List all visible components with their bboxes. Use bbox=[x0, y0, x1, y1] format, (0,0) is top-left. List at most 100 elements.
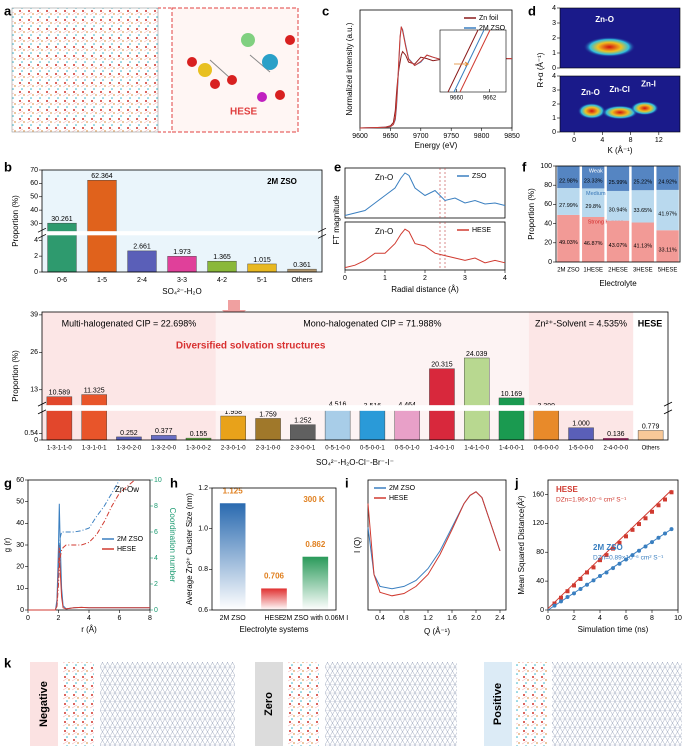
series-line bbox=[28, 503, 150, 611]
value-label: 22.98% bbox=[559, 178, 578, 184]
map-label: Zn-Cl bbox=[609, 85, 629, 94]
x-tick-label: 0-6-0-0-0 bbox=[534, 446, 559, 452]
point bbox=[604, 553, 609, 558]
point bbox=[611, 566, 615, 571]
x-tick-label: 8 bbox=[629, 137, 633, 144]
bar bbox=[127, 250, 157, 273]
label-band bbox=[484, 662, 512, 746]
y-tick-label: 70 bbox=[30, 167, 38, 174]
point bbox=[630, 527, 635, 532]
point bbox=[624, 534, 628, 539]
bar bbox=[637, 430, 664, 441]
point bbox=[630, 553, 635, 558]
panel-label: f bbox=[522, 159, 527, 174]
inset-line bbox=[453, 29, 485, 93]
value-label: 10.589 bbox=[49, 390, 71, 397]
x-tick-label: 3-3 bbox=[177, 277, 187, 284]
value-label: 46.87% bbox=[584, 241, 603, 247]
x-tick-label: 3HESE bbox=[633, 268, 653, 274]
label-band bbox=[255, 662, 283, 746]
bar-segment bbox=[582, 166, 605, 189]
x-tick-label: 0 bbox=[343, 275, 347, 282]
point bbox=[552, 603, 557, 608]
plot-frame bbox=[211, 487, 337, 611]
y-tick-label: 0 bbox=[34, 269, 38, 276]
value-label: 0.136 bbox=[607, 431, 625, 438]
bar bbox=[116, 436, 142, 441]
x-tick-label: 2-4-0-0-0 bbox=[603, 446, 628, 452]
x-tick-label: 9850 bbox=[504, 133, 520, 140]
bar-segment bbox=[631, 222, 654, 262]
point bbox=[650, 509, 654, 514]
x-tick-label: 9700 bbox=[413, 133, 429, 140]
x-tick-label: 2.0 bbox=[471, 615, 481, 622]
x-tick-label: 9600 bbox=[352, 133, 368, 140]
x-tick-label: 5HESE bbox=[658, 268, 678, 274]
plot-frame bbox=[41, 169, 323, 273]
point bbox=[604, 570, 609, 575]
y2-axis-label: Coordination number bbox=[168, 508, 177, 583]
y-tick-label: 160 bbox=[532, 491, 544, 498]
x-tick-label: 2 bbox=[57, 615, 61, 622]
value-label: 1.252 bbox=[294, 418, 312, 425]
y-tick-label: 0.54 bbox=[24, 430, 38, 437]
series-note: DZn=1.96×10⁻⁶ cm² S⁻¹ bbox=[556, 497, 627, 504]
legend-label: 2M ZSO bbox=[117, 536, 144, 543]
bar bbox=[290, 424, 316, 441]
annotation: Zn²⁺-Solvent = 4.535% bbox=[535, 318, 627, 328]
value-label: 0.862 bbox=[305, 540, 326, 549]
bar bbox=[87, 180, 117, 273]
x-tick-label: 1.6 bbox=[447, 615, 457, 622]
bar-segment bbox=[557, 188, 580, 215]
series-line bbox=[28, 479, 136, 611]
x-tick-label: 12 bbox=[655, 137, 663, 144]
value-label: 20.315 bbox=[431, 362, 453, 369]
heat-spot bbox=[630, 101, 659, 116]
bar bbox=[287, 268, 317, 273]
x-tick-label: 1.2 bbox=[423, 615, 433, 622]
y-tick-label: 3 bbox=[552, 87, 556, 94]
axis-break bbox=[38, 231, 326, 236]
x-tick-label: 0 bbox=[26, 615, 30, 622]
point bbox=[591, 565, 596, 570]
y-tick-label: 30 bbox=[16, 542, 24, 549]
y-axis-label: Average Zn²⁺ Cluster Size (nm) bbox=[185, 493, 194, 605]
point bbox=[598, 574, 602, 579]
point bbox=[643, 516, 648, 521]
series-line bbox=[367, 491, 501, 597]
y-tick-label: 0 bbox=[540, 607, 544, 614]
x-tick-label: 1-3-2-0-0 bbox=[151, 446, 176, 452]
point bbox=[565, 589, 570, 594]
arrow bbox=[222, 300, 246, 322]
series-name: 2M ZSO bbox=[593, 543, 623, 552]
y-tick-label: 4 bbox=[552, 73, 556, 80]
x-tick-label: 1-3-1-1-0 bbox=[47, 446, 72, 452]
bar-segment bbox=[606, 220, 630, 262]
cluster-label: HESE bbox=[230, 107, 258, 118]
point bbox=[572, 583, 576, 588]
x-tick-label: 2-3-0-1-0 bbox=[221, 446, 246, 452]
plot-frame bbox=[41, 311, 669, 441]
x-tick-label: HESE bbox=[264, 615, 283, 622]
x-tick-label: 2HESE bbox=[608, 268, 628, 274]
point bbox=[617, 561, 622, 566]
bar-segment bbox=[582, 217, 605, 262]
panel-label: c bbox=[322, 3, 329, 18]
point bbox=[559, 599, 563, 604]
x-axis-label: SO₄²⁻-H₂O-Cl⁻-Br⁻-I⁻ bbox=[316, 458, 394, 467]
annotation: 300 K bbox=[303, 495, 325, 504]
panel-label: a bbox=[4, 3, 12, 18]
y-tick-label: 60 bbox=[30, 180, 38, 187]
y-tick-label: 1.2 bbox=[198, 485, 208, 492]
point bbox=[591, 578, 596, 583]
y-tick-label: 40 bbox=[536, 578, 544, 585]
y-tick-label: 3 bbox=[552, 20, 556, 27]
y-tick-label: 40 bbox=[16, 520, 24, 527]
annotation: Zn-O bbox=[375, 173, 393, 182]
legend-label: ZSO bbox=[472, 173, 487, 180]
bar bbox=[533, 410, 559, 441]
point bbox=[663, 497, 667, 502]
series-line bbox=[28, 544, 150, 611]
value-label: 41.13% bbox=[633, 244, 652, 250]
value-label: 23.33% bbox=[584, 179, 603, 185]
